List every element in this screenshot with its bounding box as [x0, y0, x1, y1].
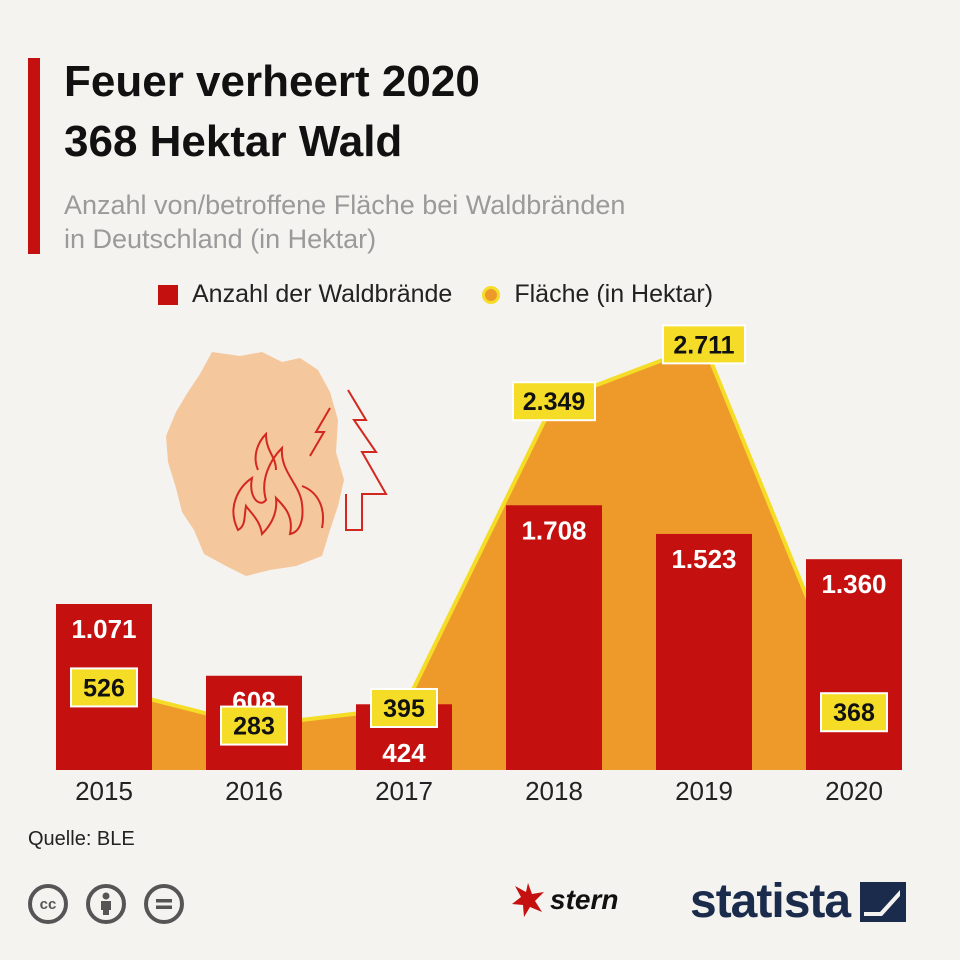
title-accent-bar: [28, 58, 40, 254]
bar-label-2020: 1.360: [821, 569, 886, 599]
area-label-box-2018: [512, 381, 596, 422]
equals-icon: [156, 899, 172, 909]
label-layer: 1.0716084241.7081.5231.3605262833952.349…: [70, 324, 888, 768]
area-label-box-2019: [662, 324, 746, 365]
stern-logo[interactable]: stern: [510, 882, 618, 918]
area-point-2018: 2.349: [512, 381, 596, 422]
cc-icon-label: cc: [39, 895, 57, 913]
legend-item-fires: Anzahl der Waldbrände: [158, 280, 452, 309]
germany-map-icon: [166, 352, 344, 576]
statista-logo[interactable]: statista: [690, 874, 907, 929]
source-note: Quelle: BLE: [28, 828, 135, 850]
page-title: Feuer verheert 2020 368 Hektar Wald: [64, 52, 480, 172]
area-label-box-2017: [370, 687, 438, 728]
by-icon[interactable]: [86, 884, 126, 924]
statista-wordmark: statista: [690, 875, 851, 928]
area-point-2016: 283: [220, 705, 288, 746]
cc-icon[interactable]: cc: [28, 884, 68, 924]
legend-square-icon: [158, 284, 178, 305]
area-label-box-2016: [220, 705, 288, 746]
subtitle-line-1: Anzahl von/betroffene Fläche bei Waldbrä…: [64, 190, 626, 220]
legend-item-area: Fläche (in Hektar): [482, 280, 713, 309]
stern-wordmark: stern: [550, 884, 619, 915]
area-point-2019: 2.711: [662, 324, 746, 365]
area-point-2017: 395: [370, 687, 438, 728]
nd-icon[interactable]: [144, 884, 184, 924]
statista-mark-icon: [860, 881, 907, 922]
fire-arc-icon: [301, 485, 324, 529]
area-label-box-2015: [70, 667, 138, 708]
legend: Anzahl der Waldbrände Fläche (in Hektar): [158, 280, 743, 309]
bar-2019: [656, 533, 752, 770]
subtitle-line-2: in Deutschland (in Hektar): [64, 224, 377, 254]
bar-label-2015: 1.071: [71, 614, 136, 644]
x-tick-2015: 2015: [75, 776, 133, 806]
person-icon: [101, 892, 111, 915]
x-axis-ticks: 2015 2016 2017 2018 2019 2020: [75, 776, 883, 806]
bar-2020: [806, 559, 902, 770]
title-line-1: Feuer verheert 2020: [64, 57, 480, 106]
area-label-2020: 368: [833, 699, 875, 727]
license-icons: cc: [28, 884, 202, 924]
germany-fire-illustration: [166, 352, 388, 576]
area-point-2020: 368: [820, 692, 888, 733]
area-point-2015: 526: [70, 667, 138, 708]
x-tick-2017: 2017: [375, 776, 433, 806]
x-tick-2018: 2018: [525, 776, 583, 806]
title-line-2: 368 Hektar Wald: [64, 117, 403, 166]
stern-star-icon: [512, 883, 544, 917]
legend-dot-icon: [482, 285, 501, 304]
flame-inner-icon: [254, 431, 277, 471]
bar-label-2019: 1.523: [671, 544, 736, 574]
x-tick-2019: 2019: [675, 776, 733, 806]
area-label-2017: 395: [383, 695, 425, 723]
legend-label-area: Fläche (in Hektar): [514, 280, 714, 308]
tree-icon: [309, 389, 388, 531]
area-label-box-2020: [820, 692, 888, 733]
subtitle: Anzahl von/betroffene Fläche bei Waldbrä…: [64, 188, 625, 256]
bar-label-2018: 1.708: [521, 515, 586, 545]
area-label-2019: 2.711: [673, 331, 734, 359]
area-label-2015: 526: [83, 674, 125, 702]
area-label-2018: 2.349: [523, 388, 586, 416]
area-label-2016: 283: [233, 713, 275, 741]
flame-outer-icon: [232, 445, 304, 537]
bar-label-2017: 424: [382, 738, 426, 768]
x-tick-2016: 2016: [225, 776, 283, 806]
x-tick-2020: 2020: [825, 776, 883, 806]
legend-label-fires: Anzahl der Waldbrände: [192, 280, 453, 308]
bar-2018: [506, 505, 602, 770]
